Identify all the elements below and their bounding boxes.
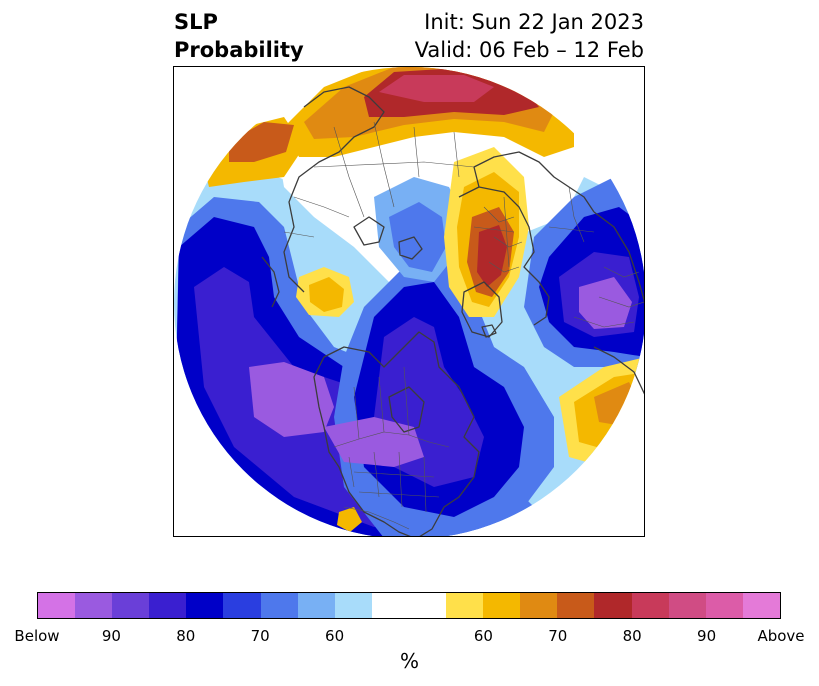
colorbar-swatch [334,593,372,618]
coast-north-america [313,331,480,536]
init-date: Init: Sun 22 Jan 2023 [424,10,644,34]
title-variable: SLP [174,10,218,34]
colorbar-swatch [594,593,632,618]
title-product: Probability [174,38,304,62]
below-60-arctic [389,202,446,272]
border-us-canada [333,431,450,448]
colorbar-swatch [260,593,298,618]
colorbar-swatch [557,593,595,618]
colorbar-unit: % [399,649,419,673]
colorbar-tick-label: 80 [622,627,642,645]
border-mexico [343,506,410,530]
colorbar-tick-label: 60 [473,627,493,645]
title-left: SLP Probability [174,8,304,64]
coast-africa [593,211,644,395]
colorbar-tick-label: 90 [101,627,121,645]
coast-hudson-bay [388,386,425,433]
colorbar-swatch [520,593,558,618]
colorbar-swatch [446,593,484,618]
valid-range: Valid: 06 Feb – 12 Feb [414,38,644,62]
border-us-states [348,451,440,513]
colorbar-tick-label: 80 [176,627,196,645]
coastlines [261,86,644,536]
colorbar-tick-label: Above [757,627,805,645]
colorbar-tick-label: 70 [548,627,568,645]
colorbar-swatch [408,593,447,618]
border-russia [313,121,475,218]
colorbar-swatch [668,593,706,618]
colorbar-tick-label: 90 [697,627,717,645]
probability-field [174,67,644,536]
border-canada-provinces [353,366,410,440]
coast-europe [458,151,595,326]
below-90-east [579,277,632,329]
coast-asia [283,86,385,293]
above-75-northwest [229,122,294,162]
colorbar [37,592,781,619]
colorbar-swatch [186,593,224,618]
above-60-mexico [337,507,362,532]
coast-arctic-islands [353,216,423,260]
political-borders [283,121,644,530]
below-90-pacific [249,362,334,437]
coast-iceland [481,324,497,338]
colorbar-swatch [223,593,261,618]
colorbar-ticks: Below 90 80 70 60 60 70 80 90 Above [0,627,819,647]
colorbar-tick-label: 70 [250,627,270,645]
colorbar-swatch [371,593,409,618]
colorbar-tick-label: 60 [325,627,345,645]
colorbar-swatch [483,593,521,618]
above-60-greenland [309,277,344,312]
colorbar-swatch [742,593,780,618]
coast-greenland [461,281,503,338]
title-right: Init: Sun 22 Jan 2023 Valid: 06 Feb – 12… [415,8,644,64]
above-90-north [379,75,494,102]
colorbar-swatch [112,593,150,618]
border-asia [283,186,595,243]
map-panel [173,66,645,537]
colorbar-swatch [75,593,113,618]
colorbar-swatch [297,593,335,618]
polar-map [174,67,644,536]
border-europe [473,196,523,273]
colorbar-swatch [149,593,187,618]
colorbar-tick-label: Below [14,627,60,645]
colorbar-swatch [38,593,76,618]
coast-japan [261,256,280,308]
colorbar-swatch [631,593,669,618]
colorbar-swatch [705,593,743,618]
border-africa [573,266,644,328]
